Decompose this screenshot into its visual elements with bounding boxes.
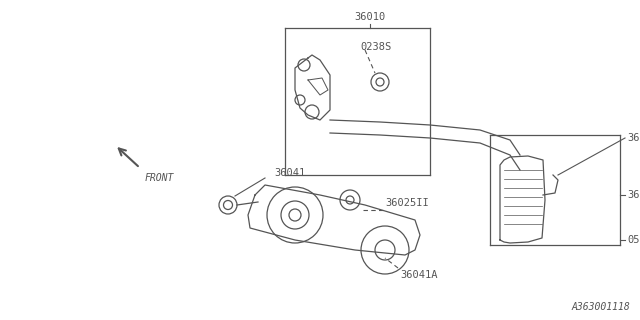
Text: 36036C: 36036C [627, 133, 640, 143]
Text: FRONT: FRONT [145, 173, 174, 183]
Text: 36010: 36010 [355, 12, 386, 22]
Text: 0519S: 0519S [627, 235, 640, 245]
Text: 36023: 36023 [627, 190, 640, 200]
Text: 0238S: 0238S [360, 42, 391, 52]
Text: 36025II: 36025II [385, 198, 429, 208]
Text: A363001118: A363001118 [572, 302, 630, 312]
Text: 36041: 36041 [275, 168, 306, 178]
Text: 36041A: 36041A [400, 270, 438, 280]
